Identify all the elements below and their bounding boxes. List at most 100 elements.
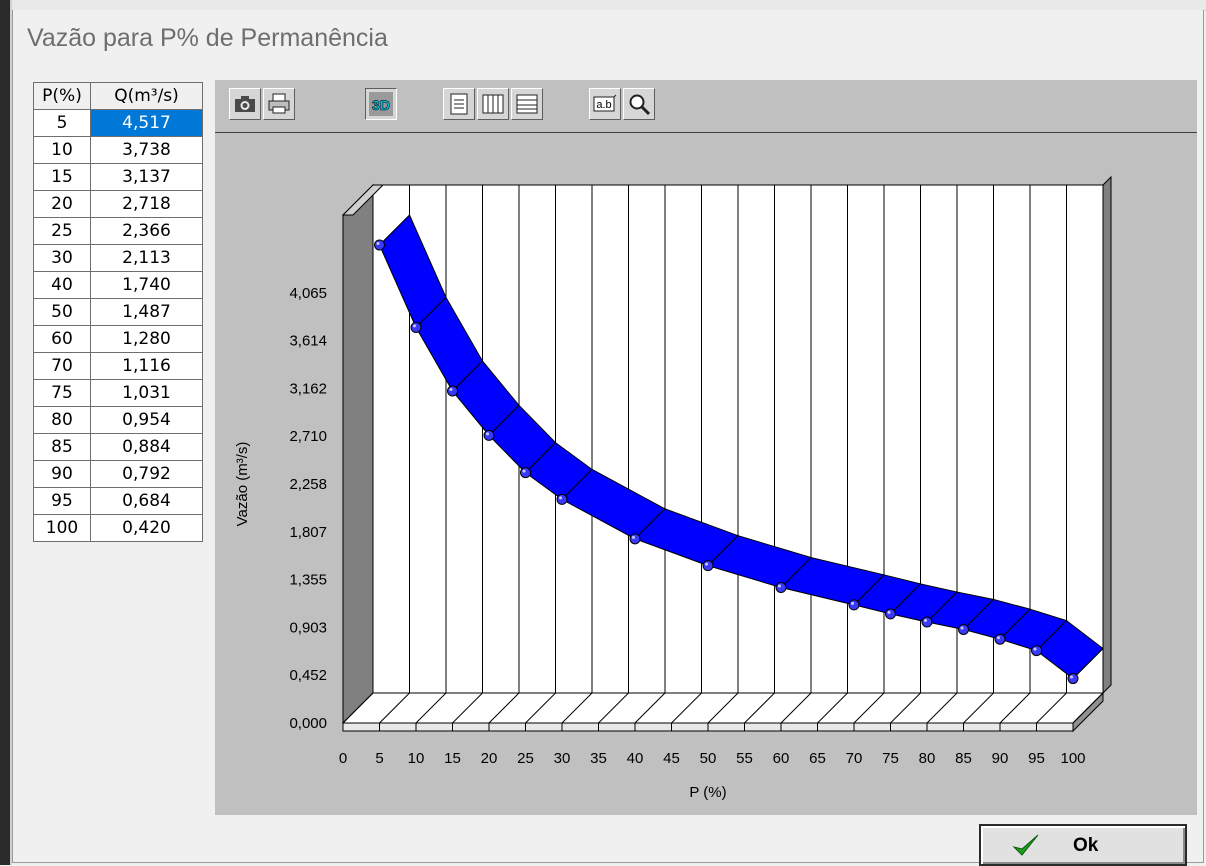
cell-flow[interactable]: 1,031 bbox=[90, 379, 203, 407]
table-row[interactable]: 75 1,031 bbox=[33, 379, 203, 407]
cell-percent[interactable]: 90 bbox=[33, 460, 91, 488]
data-point-highlight bbox=[522, 469, 526, 473]
print-button[interactable] bbox=[263, 88, 295, 120]
vertical-grid-button[interactable] bbox=[477, 88, 509, 120]
cell-flow[interactable]: 1,280 bbox=[90, 325, 203, 353]
ok-button-label: Ok bbox=[1073, 835, 1099, 856]
data-point-highlight bbox=[997, 636, 1000, 640]
data-point-highlight bbox=[486, 432, 489, 436]
floor-grid-line bbox=[817, 692, 848, 724]
x-tick-label: 60 bbox=[773, 750, 790, 767]
cell-percent[interactable]: 25 bbox=[33, 217, 91, 245]
y-tick-label: 3,614 bbox=[289, 333, 327, 350]
x-tick-label: 100 bbox=[1060, 750, 1085, 767]
table-row[interactable]: 20 2,718 bbox=[33, 190, 203, 218]
data-point bbox=[994, 633, 1006, 645]
table-row[interactable]: 70 1,116 bbox=[33, 352, 203, 380]
cell-percent[interactable]: 85 bbox=[33, 433, 91, 461]
left-wall bbox=[342, 183, 374, 725]
floor-grid-line bbox=[415, 692, 447, 724]
table-row[interactable]: 60 1,280 bbox=[33, 325, 203, 353]
cell-flow[interactable]: 0,684 bbox=[90, 487, 203, 515]
x-axis-label: P (%) bbox=[689, 784, 726, 801]
label-icon: a.b bbox=[593, 94, 617, 112]
header-flow[interactable]: Q(m³/s) bbox=[90, 82, 203, 110]
data-point bbox=[556, 493, 568, 505]
x-tick-label: 30 bbox=[554, 750, 571, 767]
floor-grid-line bbox=[379, 692, 410, 724]
x-tick-label: 90 bbox=[992, 750, 1009, 767]
header-percent[interactable]: P(%) bbox=[33, 82, 91, 110]
camera-button[interactable] bbox=[229, 88, 261, 120]
data-point-highlight bbox=[1070, 675, 1073, 679]
table-row[interactable]: 80 0,954 bbox=[33, 406, 203, 434]
cell-flow[interactable]: 1,487 bbox=[90, 298, 203, 326]
x-tick-label: 70 bbox=[846, 750, 863, 767]
document-button[interactable] bbox=[443, 88, 475, 120]
y-tick-label: 1,355 bbox=[289, 572, 327, 589]
cell-percent[interactable]: 20 bbox=[33, 190, 91, 218]
cell-percent[interactable]: 40 bbox=[33, 271, 91, 299]
cell-percent[interactable]: 50 bbox=[33, 298, 91, 326]
table-row[interactable]: 90 0,792 bbox=[33, 460, 203, 488]
horizontal-grid-button[interactable] bbox=[511, 88, 543, 120]
flow-table[interactable]: P(%) Q(m³/s) 5 4,517 10 3,738 15 3,137 20 2,718… bbox=[33, 82, 203, 542]
cell-percent[interactable]: 70 bbox=[33, 352, 91, 380]
cell-flow[interactable]: 2,366 bbox=[90, 217, 203, 245]
cell-flow[interactable]: 3,137 bbox=[90, 163, 203, 191]
cell-flow[interactable]: 2,113 bbox=[90, 244, 203, 272]
cell-percent[interactable]: 15 bbox=[33, 163, 91, 191]
printer-icon bbox=[268, 93, 290, 114]
table-row[interactable]: 40 1,740 bbox=[33, 271, 203, 299]
y-tick-label: 3,162 bbox=[289, 380, 327, 397]
table-row[interactable]: 30 2,113 bbox=[33, 244, 203, 272]
cell-percent[interactable]: 5 bbox=[33, 109, 91, 137]
table-row[interactable]: 25 2,366 bbox=[33, 217, 203, 245]
cell-percent[interactable]: 95 bbox=[33, 487, 91, 515]
toggle-3d-button[interactable]: 3D bbox=[365, 88, 397, 120]
cell-percent[interactable]: 100 bbox=[33, 514, 91, 542]
labels-button[interactable]: a.b bbox=[589, 88, 621, 120]
cell-flow[interactable]: 3,738 bbox=[90, 136, 203, 164]
cell-flow[interactable]: 0,954 bbox=[90, 406, 203, 434]
horizontal-grid-icon bbox=[516, 94, 538, 114]
y-tick-label: 4,065 bbox=[289, 285, 327, 302]
cell-flow[interactable]: 1,116 bbox=[90, 352, 203, 380]
ok-button[interactable]: Ok bbox=[979, 824, 1187, 866]
zoom-button[interactable] bbox=[623, 88, 655, 120]
data-point-highlight bbox=[924, 619, 927, 623]
cell-percent[interactable]: 30 bbox=[33, 244, 91, 272]
table-row[interactable]: 15 3,137 bbox=[33, 163, 203, 191]
x-tick-label: 95 bbox=[1028, 750, 1045, 767]
cell-flow[interactable]: 0,884 bbox=[90, 433, 203, 461]
cell-percent[interactable]: 10 bbox=[33, 136, 91, 164]
table-row[interactable]: 5 4,517 bbox=[33, 109, 203, 137]
data-point bbox=[483, 429, 495, 441]
cell-flow[interactable]: 1,740 bbox=[90, 271, 203, 299]
floor-grid-line bbox=[1036, 692, 1067, 724]
dialog-window: Vazão para P% de Permanência P(%) Q(m³/s… bbox=[12, 10, 1204, 866]
data-point-highlight bbox=[559, 496, 562, 500]
floor-grid-line bbox=[488, 692, 520, 724]
table-row[interactable]: 95 0,684 bbox=[33, 487, 203, 515]
x-tick-label: 75 bbox=[882, 750, 899, 767]
floor-grid-line bbox=[452, 692, 483, 724]
check-icon bbox=[1012, 834, 1039, 856]
floor-grid-line bbox=[671, 692, 702, 724]
cell-percent[interactable]: 75 bbox=[33, 379, 91, 407]
cell-flow[interactable]: 0,792 bbox=[90, 460, 203, 488]
table-row[interactable]: 10 3,738 bbox=[33, 136, 203, 164]
table-row[interactable]: 50 1,487 bbox=[33, 298, 203, 326]
cell-percent[interactable]: 80 bbox=[33, 406, 91, 434]
cell-flow[interactable]: 2,718 bbox=[90, 190, 203, 218]
table-row[interactable]: 85 0,884 bbox=[33, 433, 203, 461]
cell-flow[interactable]: 0,420 bbox=[90, 514, 203, 542]
flow-duration-chart[interactable]: 0 5 10 15 20 25 30 35 40 45 50 55 60 65 70 75 80 85 90 95 10… bbox=[215, 133, 1197, 815]
table-row[interactable]: 100 0,420 bbox=[33, 514, 203, 542]
cell-flow[interactable]: 4,517 bbox=[90, 109, 203, 137]
x-tick-label: 25 bbox=[517, 750, 534, 767]
cell-percent[interactable]: 60 bbox=[33, 325, 91, 353]
ribbon-end-edge bbox=[1072, 648, 1104, 679]
data-point-highlight bbox=[1033, 647, 1037, 651]
3d-icon-text: 3D bbox=[372, 97, 390, 113]
